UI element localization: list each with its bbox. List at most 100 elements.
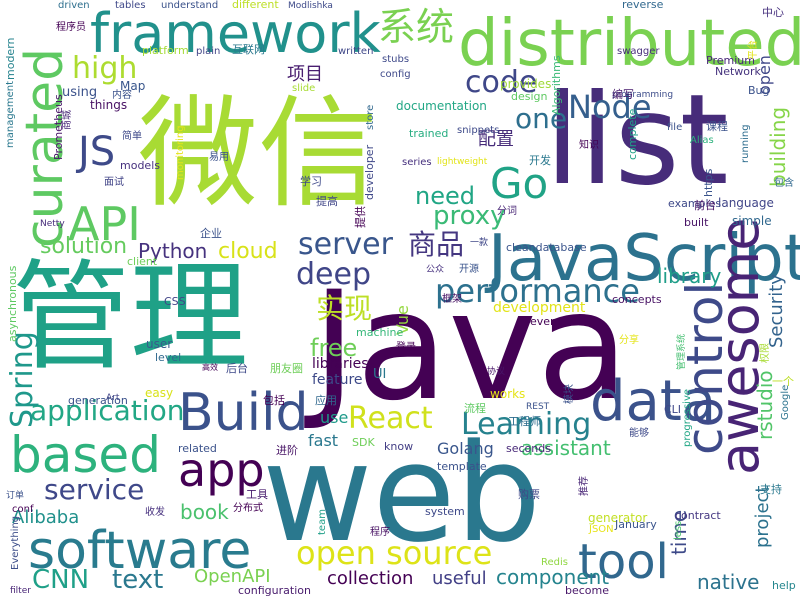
word-python: Python xyxy=(138,239,207,263)
word-build: Build xyxy=(178,383,309,443)
word-user: user xyxy=(146,337,172,351)
word-team: team xyxy=(317,509,328,535)
word-modern: modern xyxy=(4,37,17,80)
word-become: become xyxy=(565,584,609,597)
word-bug: Bug xyxy=(748,84,770,97)
word-fast: fast xyxy=(308,431,338,450)
word-slide: slide xyxy=(292,83,315,94)
word-config: config xyxy=(380,69,411,80)
word-cjk-58: 项目 xyxy=(287,64,323,85)
word-snippets: snippets xyxy=(457,125,499,136)
word-component: component xyxy=(496,565,609,589)
word-api: API xyxy=(68,197,141,251)
word-cjk-191: 分布式 xyxy=(233,501,263,514)
word-cjk-194: 程序 xyxy=(370,525,390,538)
word-filter: filter xyxy=(10,586,31,596)
word-cjk-183: 包括 xyxy=(263,393,285,407)
word-https: https xyxy=(702,168,715,197)
word-algorithms: Algorithms xyxy=(550,55,563,115)
word-prometheus: Prometheus xyxy=(52,94,65,160)
word-platform: platform xyxy=(142,44,189,57)
word-built: built xyxy=(684,216,709,229)
word-provides: provides xyxy=(500,77,551,91)
word-cjk-197: 平台 xyxy=(746,40,759,60)
word-examples: examples xyxy=(668,197,721,210)
word-cjk-154: 编写 xyxy=(612,87,634,101)
word-tables: tables xyxy=(115,0,146,11)
word-google: Google xyxy=(780,385,791,420)
word-generation: generation xyxy=(68,394,128,407)
word-css: CSS xyxy=(164,295,186,308)
word-text: text xyxy=(112,565,163,595)
word-configuration: configuration xyxy=(238,584,311,597)
word-open: open xyxy=(755,55,774,95)
word-written: written xyxy=(338,46,373,57)
word-january: January xyxy=(614,518,657,531)
word-open-source: open source xyxy=(296,534,492,572)
word-control: control xyxy=(676,282,734,455)
word-cli: CLI xyxy=(664,403,681,416)
word-everything: Everything xyxy=(10,516,21,570)
word-client: client xyxy=(127,255,158,268)
word-level: level xyxy=(155,351,181,364)
word-ui: UI xyxy=(373,367,386,382)
word-cjk-156: 知识 xyxy=(579,138,599,151)
word-distributed: distributed xyxy=(458,7,800,81)
word-cjk-161: 简单 xyxy=(122,129,142,142)
word-progressive: progressive xyxy=(682,389,693,447)
word-one: one xyxy=(515,102,567,135)
word-network: Network xyxy=(715,65,762,78)
word-sdk: SDK xyxy=(352,436,375,449)
word-related: related xyxy=(178,442,217,455)
word-use: use xyxy=(320,408,348,427)
word-cjk-196: 高效 xyxy=(202,362,218,372)
word-alias: Alias xyxy=(690,135,714,146)
word-golang: Golang xyxy=(437,439,494,458)
word-netty: Netty xyxy=(40,219,65,229)
word-alibaba: Alibaba xyxy=(12,507,79,528)
word-cjk-172: 框架 xyxy=(442,292,462,305)
word-stubs: stubs xyxy=(382,54,409,65)
word-vue: Vue xyxy=(393,305,412,335)
word-programming: programming xyxy=(612,90,673,100)
word-cjk-173: 后台 xyxy=(226,361,248,375)
word-cjk-166: 分词 xyxy=(497,205,517,217)
word-swagger: swagger xyxy=(617,46,660,57)
word-time: time xyxy=(667,510,691,555)
word-models: models xyxy=(120,159,160,172)
word-list: list xyxy=(545,68,729,213)
word-cjk-187: 推荐 xyxy=(577,476,590,496)
word-performance: performance xyxy=(435,272,640,310)
word-openapi: OpenAPI xyxy=(194,566,271,587)
word-cnn: CNN xyxy=(32,565,89,595)
word-machine: machine xyxy=(356,326,404,339)
word-complete: complete xyxy=(626,108,639,160)
word-monitoring: monitoring xyxy=(175,125,186,180)
word-works: works xyxy=(490,387,525,401)
word-service: service xyxy=(44,473,144,506)
word-generator: generator xyxy=(588,511,647,525)
word-collection: collection xyxy=(327,568,413,589)
word-cjk-19: 系统 xyxy=(378,5,454,49)
word-template: template xyxy=(437,460,487,473)
word-feature: feature xyxy=(312,372,363,388)
word-series: series xyxy=(402,157,432,168)
word-web: web xyxy=(262,415,541,572)
word-based: based xyxy=(10,426,161,484)
word-javascript: JavaScript xyxy=(484,222,800,296)
word-conf: conf xyxy=(12,504,34,515)
word-understand: understand xyxy=(161,0,218,11)
word-libraries: libraries xyxy=(312,356,369,372)
word-easy: easy xyxy=(145,386,173,400)
word-cloud: cloud xyxy=(218,239,278,264)
word-cjk-174: 朋友圈 xyxy=(270,361,303,375)
word-cjk-159: 包含 xyxy=(774,176,794,189)
word-cjk-185: 进阶 xyxy=(276,443,298,457)
word-map: Map xyxy=(120,79,145,93)
word-cjk-152: 内容 xyxy=(112,88,132,101)
word-solution: solution xyxy=(40,234,127,259)
word-proxy: proxy xyxy=(433,201,506,231)
word-security: Security xyxy=(766,274,787,348)
word-cjk-189: 购票 xyxy=(518,487,540,501)
